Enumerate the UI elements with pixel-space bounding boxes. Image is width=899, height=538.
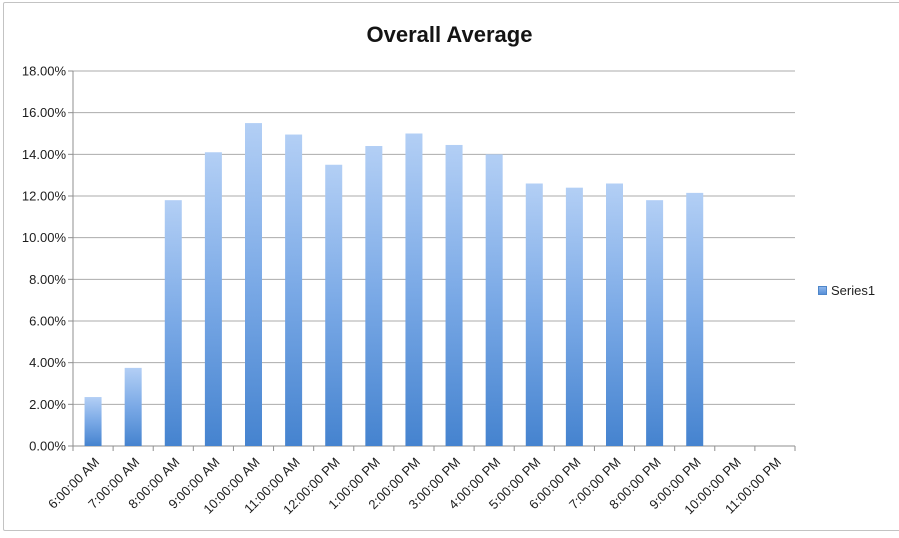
bar [686,192,704,446]
bar [124,367,142,446]
bar [164,200,182,446]
y-axis-label: 18.00% [22,64,67,79]
bar [285,134,303,446]
y-axis-label: 0.00% [29,439,66,454]
y-axis-label: 6.00% [29,314,66,329]
y-axis-label: 8.00% [29,272,66,287]
y-axis-label: 2.00% [29,397,66,412]
bar [525,183,543,446]
y-axis-label: 16.00% [22,105,67,120]
bar [84,397,102,446]
bar [245,123,262,446]
legend-series1-label: Series1 [831,283,876,298]
bar [485,154,503,447]
y-axis-label: 14.00% [22,147,67,162]
bar [565,187,583,446]
bar [405,133,423,446]
bar [325,164,343,446]
bar [646,200,664,446]
legend[interactable]: Series1 [818,283,875,298]
legend-series1-marker-icon [818,286,827,295]
y-axis-label: 10.00% [22,230,67,245]
bar [365,146,383,446]
bar [606,183,623,446]
y-axis-label: 12.00% [22,189,67,204]
bar [204,152,222,446]
y-axis-label: 4.00% [29,355,66,370]
chart-title: Overall Average [366,22,533,47]
bar [445,144,463,447]
